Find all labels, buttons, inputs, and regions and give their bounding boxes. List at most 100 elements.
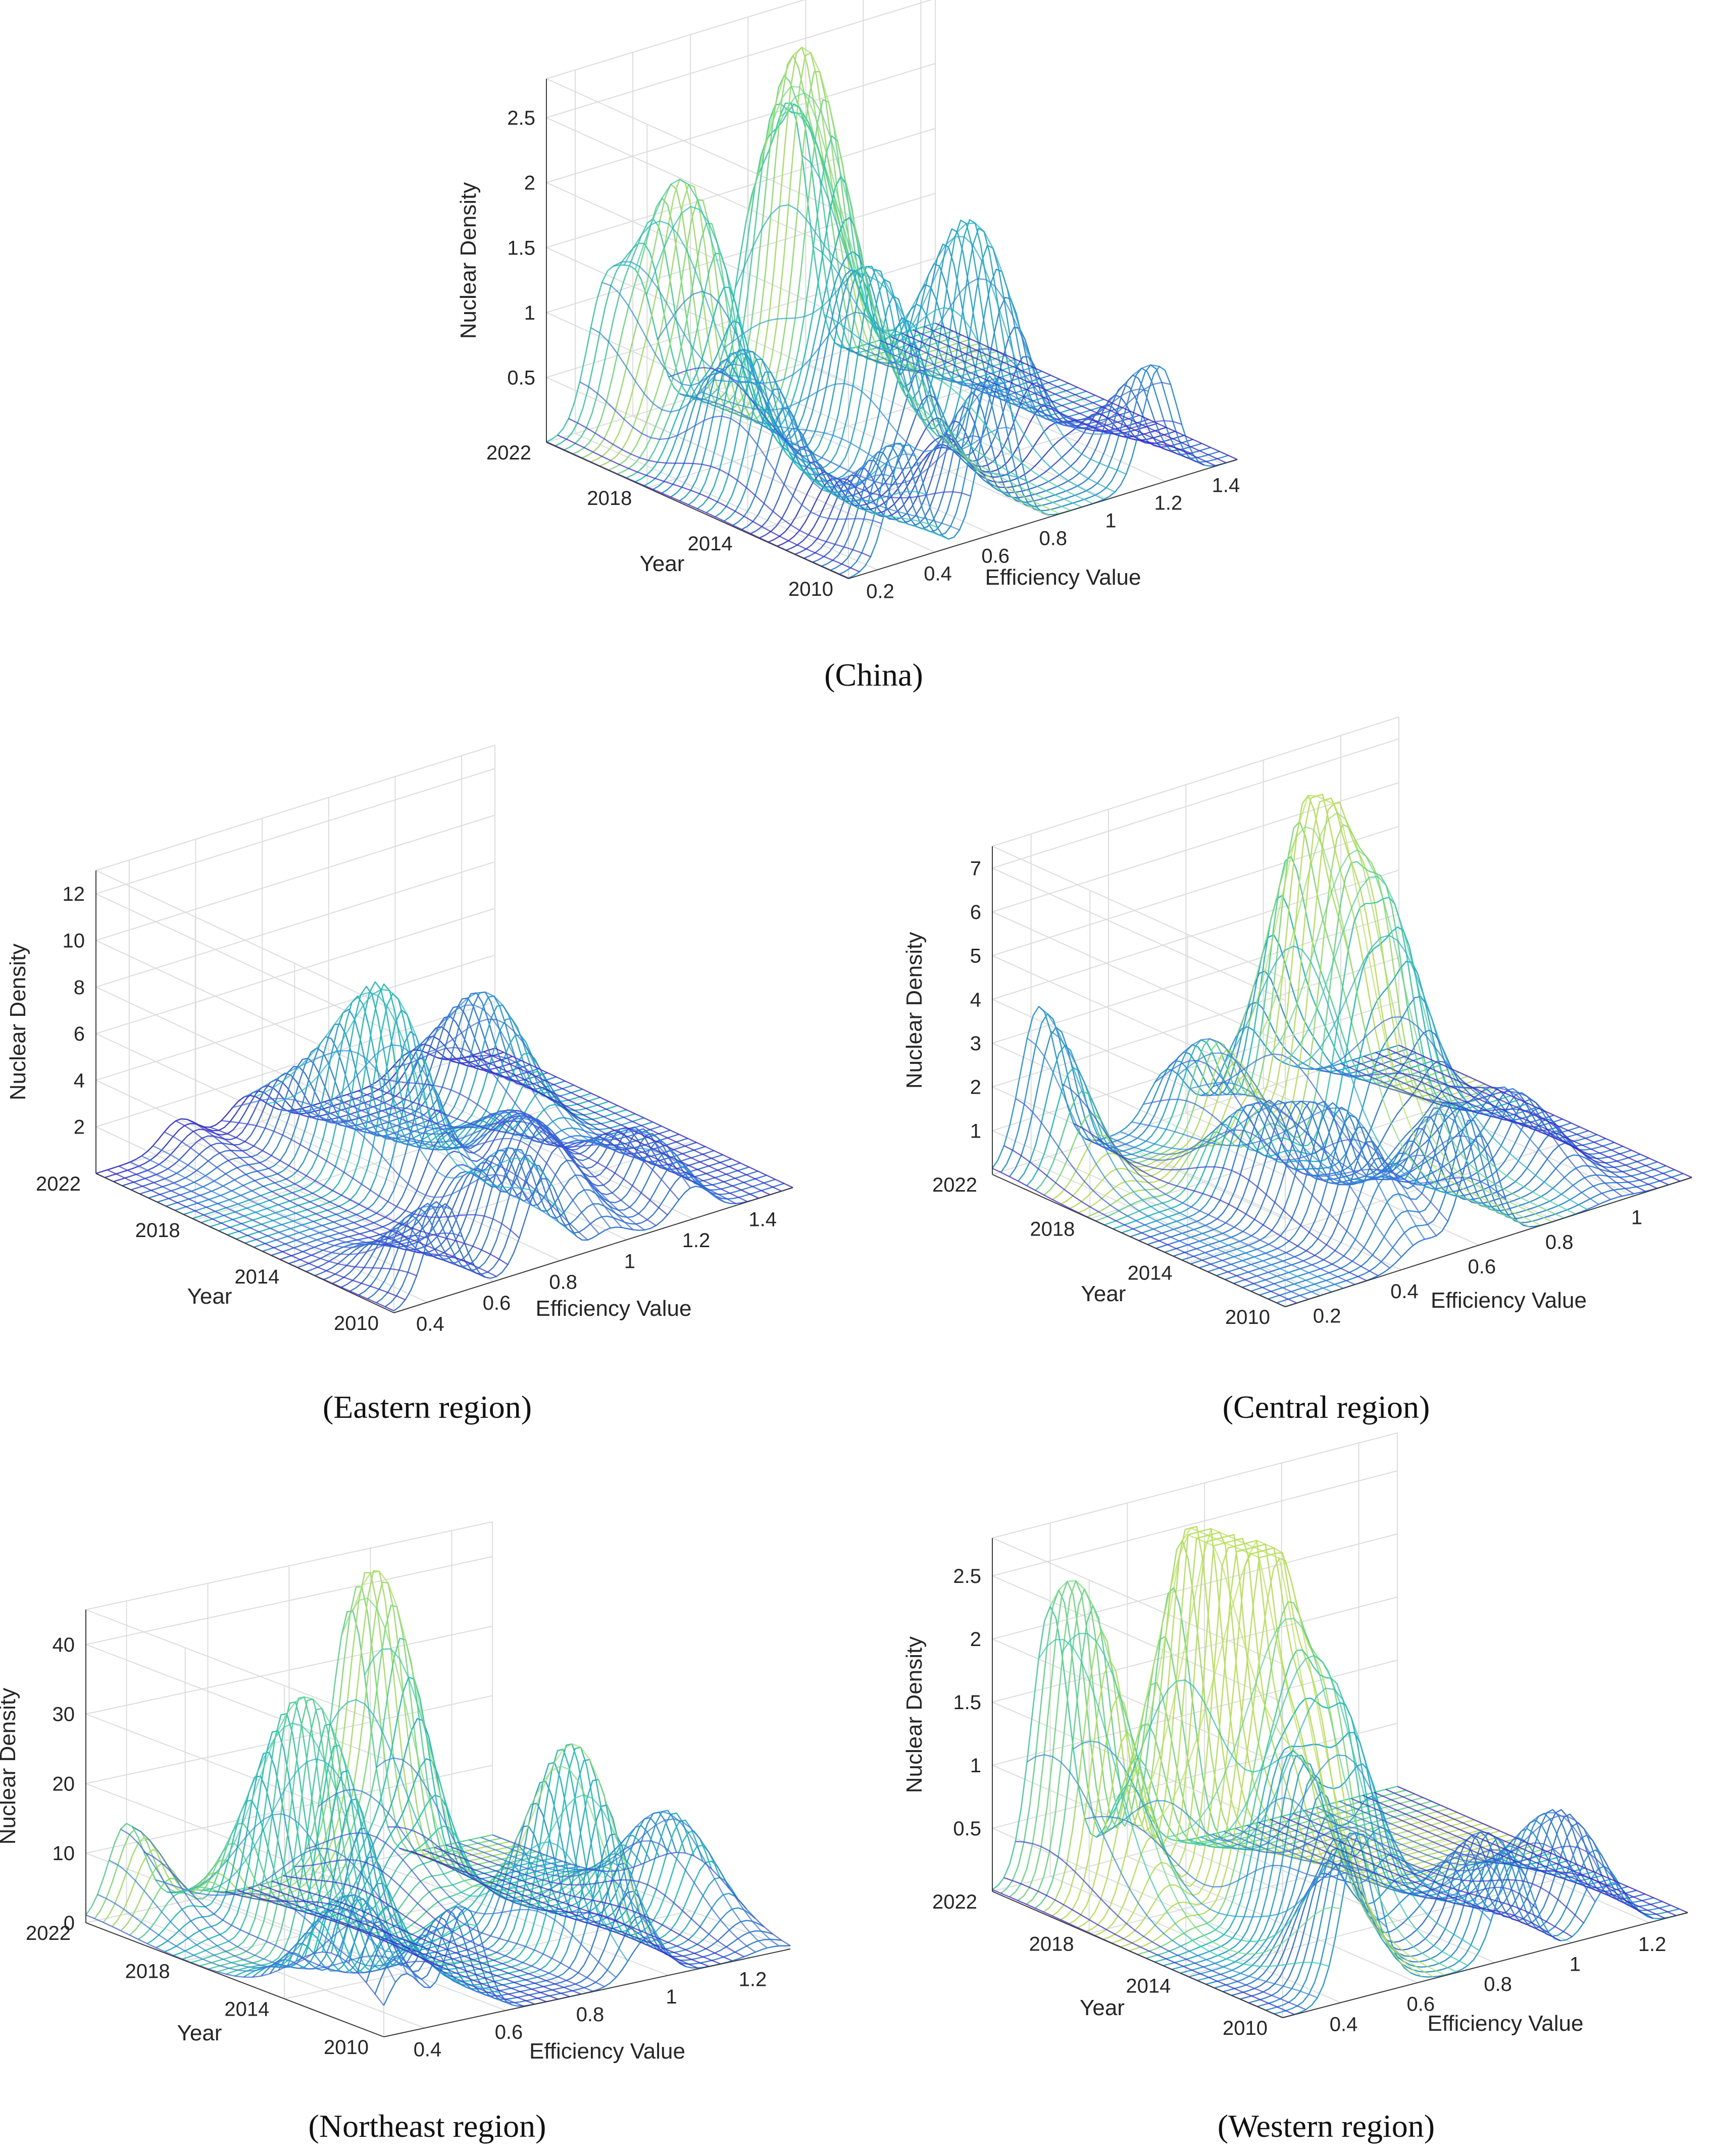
surface-column-line — [1038, 1638, 1330, 1967]
surface-column-line — [1293, 1813, 1584, 1924]
surface-row-line — [183, 1004, 583, 1215]
surface-row-line — [1103, 1544, 1509, 1940]
density-surface — [992, 1525, 1688, 2019]
surface-row-line — [1231, 1809, 1637, 1996]
surface-column-line — [1003, 1145, 1297, 1304]
surface-column-line — [557, 434, 860, 573]
grid-line — [747, 380, 1050, 518]
surface-row-line — [1240, 1813, 1645, 2000]
box-edge — [95, 744, 495, 1048]
grid-line — [575, 433, 878, 571]
z-tick-label: 5 — [970, 945, 981, 967]
z-tick-label: 0.5 — [953, 1818, 981, 1840]
surface-row-line — [830, 368, 1220, 571]
efficiency-tick-label: 0.4 — [924, 563, 952, 585]
surface-column-line — [494, 1047, 793, 1189]
surface-column-line — [187, 1118, 486, 1278]
surface-column-line — [271, 1880, 570, 1997]
grid-line — [328, 1100, 627, 1241]
grid-line — [294, 1141, 694, 1267]
efficiency-axis-label: Efficiency Value — [1431, 1288, 1587, 1313]
surface-column-line — [1189, 1082, 1484, 1182]
surface-column-line — [445, 1844, 744, 1958]
surface-column-line — [358, 1090, 657, 1226]
surface-column-line — [480, 1818, 779, 1947]
surface-row-line — [103, 1572, 510, 1923]
efficiency-axis-line — [393, 1187, 793, 1313]
year-tick-label: 2014 — [688, 533, 733, 555]
eastern-caption: (Eastern region) — [323, 1389, 532, 1425]
surface-column-line — [255, 992, 554, 1188]
surface-row-line — [157, 992, 557, 1203]
surface-column-line — [1235, 1828, 1527, 1894]
grid-line — [690, 397, 993, 535]
surface-column-line — [1061, 1632, 1352, 1942]
surface-column-line — [1387, 1048, 1681, 1182]
z-tick-label: 1 — [970, 1120, 981, 1142]
z-tick-label: 0 — [64, 1912, 75, 1934]
z-tick-label: 2 — [970, 1628, 981, 1651]
box-edge — [546, 78, 849, 216]
box-edge — [992, 716, 1399, 1045]
surface-column-line — [1364, 1055, 1657, 1189]
efficiency-tick-label: 0.8 — [549, 1271, 577, 1294]
year-axis-label: Year — [640, 551, 685, 576]
surface-row-line — [1060, 1528, 1466, 1921]
z-tick-label: 2 — [74, 1116, 85, 1139]
efficiency-axis-line — [383, 1948, 791, 2037]
surface-column-line — [457, 1840, 756, 1953]
surface-row-line — [85, 1610, 493, 1916]
surface-column-line — [153, 1145, 451, 1245]
efficiency-tick-label: 1 — [1570, 1953, 1581, 1975]
surface-column-line — [1166, 1618, 1457, 1973]
year-tick-label: 2022 — [26, 1922, 71, 1944]
grid-line — [195, 1094, 594, 1220]
year-axis-label: Year — [1080, 1995, 1125, 2020]
surface-row-line — [848, 366, 1238, 579]
surface-column-line — [1375, 1052, 1669, 1186]
box-edge — [85, 1521, 493, 1835]
surface-column-line — [590, 327, 893, 493]
grid-line — [991, 738, 1399, 1001]
surface-row-line — [269, 1803, 677, 1974]
grid-line — [94, 954, 495, 1220]
surface-column-line — [801, 155, 1104, 500]
surface-row-line — [1154, 1698, 1560, 1963]
z-tick-label: 0.5 — [507, 367, 535, 389]
year-tick-label: 2010 — [334, 1312, 379, 1334]
surface-row-line — [1086, 1537, 1492, 1932]
surface-column-line — [1120, 1100, 1414, 1246]
year-tick-label: 2014 — [224, 1998, 269, 2021]
surface-column-line — [392, 1047, 691, 1189]
surface-row-line — [626, 135, 1016, 479]
surface-column-line — [1166, 1038, 1460, 1187]
surface-column-line — [1339, 1801, 1631, 1900]
surface-column-line — [890, 336, 1193, 455]
surface-row-line — [131, 1015, 530, 1191]
surface-column-line — [924, 326, 1227, 464]
surface-column-line — [1304, 1810, 1596, 1903]
surface-column-line — [1328, 1804, 1619, 1886]
surface-row-line — [1242, 1107, 1649, 1288]
surface-column-line — [1362, 1794, 1653, 1919]
surface-column-line — [289, 1107, 588, 1241]
surface-column-line — [460, 1058, 759, 1199]
z-axis-label: Nuclear Density — [456, 182, 481, 339]
z-tick-label: 3 — [970, 1033, 981, 1055]
axes: 0 10 20 30 40 2010 2014 2018 2022 0.4 0.6 0.8 1 1.2 Nu… — [0, 1610, 791, 2064]
year-tick-label: 2022 — [36, 1173, 81, 1195]
surface-row-line — [254, 1056, 653, 1248]
z-tick-label: 4 — [970, 989, 981, 1011]
surface-column-line — [1352, 1059, 1646, 1192]
surface-column-line — [1271, 849, 1565, 1219]
year-tick-label: 2018 — [587, 487, 632, 509]
surface-row-line — [384, 1164, 784, 1308]
z-tick-label: 1.5 — [953, 1691, 981, 1714]
surface-column-line — [387, 1826, 686, 1967]
surface-column-line — [913, 329, 1216, 467]
central-caption: (Central region) — [1223, 1389, 1430, 1425]
surface-column-line — [213, 1847, 512, 2006]
z-tick-label: 20 — [53, 1773, 75, 1795]
surface-column-line — [1003, 1877, 1295, 2015]
surface-column-line — [415, 991, 714, 1196]
